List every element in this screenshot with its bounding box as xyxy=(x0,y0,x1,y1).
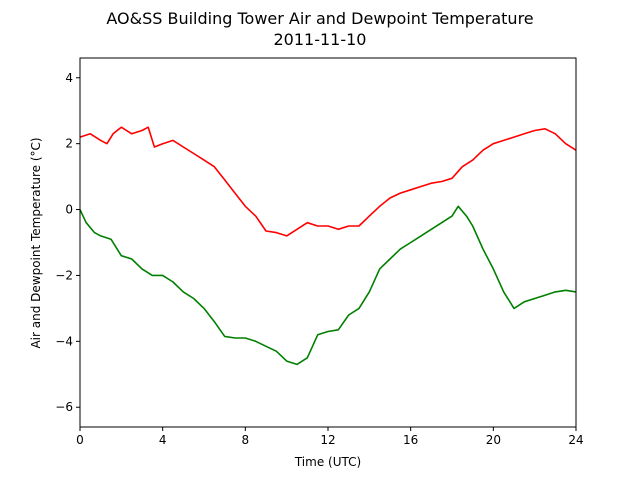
x-axis-label: Time (UTC) xyxy=(294,455,361,469)
plot-frame xyxy=(79,57,577,428)
y-tick-label: 4 xyxy=(65,71,73,85)
y-tick-label: −4 xyxy=(55,334,73,348)
x-tick-label: 4 xyxy=(159,433,167,447)
x-tick-label: 24 xyxy=(568,433,583,447)
series-line-2 xyxy=(79,205,577,366)
y-axis-label: Air and Dewpoint Temperature (°C) xyxy=(29,137,43,348)
y-tick-label: 0 xyxy=(65,203,73,217)
y-tick-label: 2 xyxy=(65,137,73,151)
y-tick-label: −6 xyxy=(55,400,73,414)
x-tick-label: 16 xyxy=(403,433,418,447)
x-tick-label: 20 xyxy=(486,433,501,447)
y-tick-label: −2 xyxy=(55,268,73,282)
x-tick-label: 12 xyxy=(320,433,335,447)
x-tick-label: 8 xyxy=(242,433,250,447)
y-axis: −6 −4 −2 0 2 4 xyxy=(55,71,80,414)
x-tick-label: 0 xyxy=(76,433,84,447)
chart-title: AO&SS Building Tower Air and Dewpoint Te… xyxy=(106,9,533,28)
series-line-1 xyxy=(79,126,577,237)
x-axis: 0 4 8 12 16 20 24 xyxy=(76,427,584,447)
chart-subtitle: 2011-11-10 xyxy=(274,30,367,49)
series-layer xyxy=(79,126,577,366)
